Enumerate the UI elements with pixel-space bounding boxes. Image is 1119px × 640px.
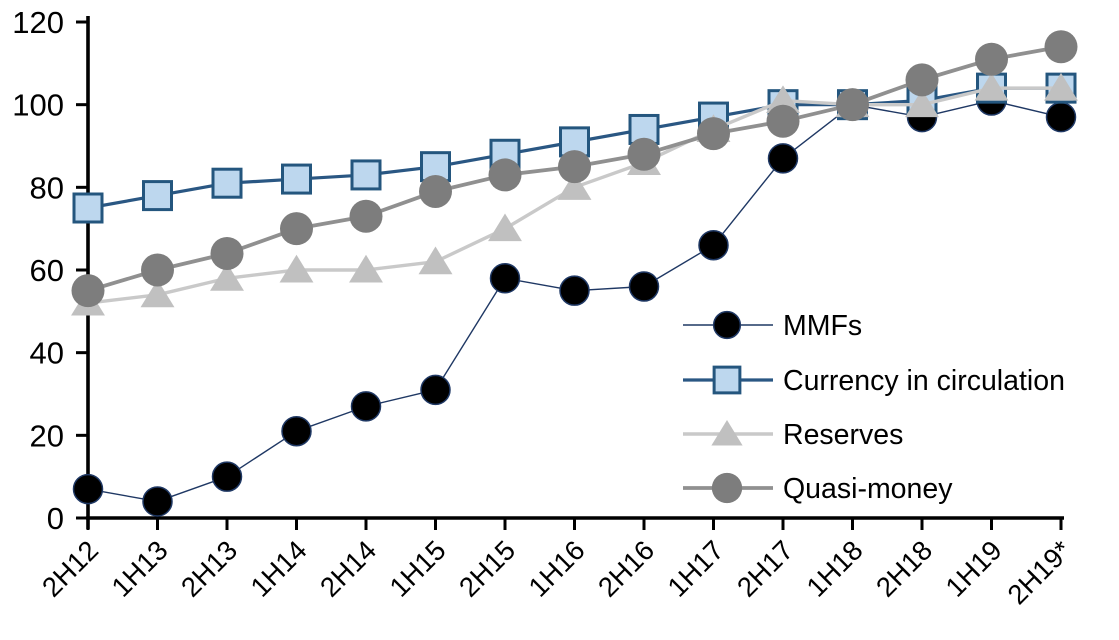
marker-quasi-money	[905, 63, 939, 97]
marker-quasi-money	[1044, 30, 1078, 64]
x-axis-tick-label: 1H18	[800, 534, 868, 602]
marker-reserves	[418, 246, 453, 275]
y-axis-tick-label: 120	[12, 5, 64, 40]
marker-mmfs	[559, 275, 590, 306]
marker-quasi-money	[558, 150, 591, 184]
marker-reserves	[974, 72, 1009, 101]
marker-mmfs	[350, 391, 382, 422]
y-axis-tick-label: 100	[12, 88, 64, 123]
marker-mmfs	[142, 486, 173, 517]
y-axis-tick-label: 60	[30, 253, 64, 288]
x-axis-tick-label: 1H15	[383, 534, 451, 602]
marker-mmfs	[767, 143, 799, 174]
legend-item-mmfs: MMFs	[683, 310, 862, 342]
x-axis-tick-label: 2H19*	[1001, 534, 1077, 610]
x-axis-tick-label: 2H15	[453, 534, 521, 602]
legend-item-reserves: Reserves	[683, 419, 903, 451]
marker-quasi-money	[627, 137, 661, 171]
legend-label: MMFs	[783, 310, 862, 342]
marker-currency-in-circulation	[142, 180, 173, 212]
marker-reserves	[140, 279, 175, 308]
marker-reserves	[488, 213, 522, 242]
marker-currency-in-circulation	[281, 163, 312, 195]
marker-currency-in-circulation	[211, 167, 243, 199]
marker-reserves	[279, 254, 314, 283]
marker-mmfs	[489, 263, 521, 294]
marker-mmfs	[72, 473, 104, 505]
legend-label: Reserves	[783, 419, 903, 451]
marker-quasi-money	[71, 274, 105, 308]
legend-marker-reserves	[711, 420, 743, 446]
marker-currency-in-circulation	[72, 192, 104, 224]
marker-mmfs	[420, 374, 451, 406]
y-axis-tick-label: 0	[47, 501, 64, 536]
marker-quasi-money	[280, 212, 313, 246]
marker-mmfs	[628, 271, 660, 302]
x-axis-tick-label: 1H14	[244, 534, 312, 602]
x-axis-tick-label: 1H16	[522, 534, 590, 602]
marker-reserves	[766, 85, 800, 114]
marker-quasi-money	[349, 199, 383, 233]
marker-mmfs	[1045, 101, 1077, 133]
marker-reserves	[210, 263, 244, 291]
legend-item-quasi-money: Quasi-money	[683, 472, 953, 505]
marker-quasi-money	[141, 253, 174, 287]
x-axis-tick-label: 2H12	[36, 534, 104, 602]
marker-quasi-money	[766, 104, 800, 138]
marker-reserves	[1044, 72, 1078, 101]
x-axis-tick-label: 2H14	[314, 534, 382, 602]
marker-reserves	[557, 172, 592, 200]
marker-quasi-money	[419, 174, 452, 208]
marker-reserves	[349, 254, 383, 283]
y-axis-tick-label: 40	[30, 336, 64, 371]
marker-quasi-money	[836, 88, 869, 122]
y-axis-tick-label: 20	[30, 418, 64, 453]
marker-quasi-money	[210, 236, 244, 270]
marker-mmfs	[211, 461, 243, 492]
marker-mmfs	[698, 229, 729, 261]
series-quasi-money	[71, 30, 1078, 308]
marker-mmfs	[281, 415, 312, 447]
x-axis-tick-label: 1H13	[105, 534, 173, 602]
y-axis-tick-label: 80	[30, 170, 64, 205]
x-axis-tick-label: 2H17	[731, 534, 799, 602]
marker-quasi-money	[697, 117, 730, 151]
marker-reserves	[905, 89, 939, 118]
legend-item-currency-in-circulation: Currency in circulation	[683, 365, 1065, 397]
legend-marker-currency-in-circulation	[712, 365, 742, 395]
legend-marker-quasi-money	[711, 472, 743, 504]
x-axis-tick-label: 2H13	[175, 534, 243, 602]
legend-label: Quasi-money	[783, 473, 953, 505]
series-mmfs	[72, 85, 1077, 517]
legend-label: Currency in circulation	[783, 365, 1065, 397]
x-axis-tick-label: 2H18	[870, 534, 938, 602]
legend-marker-mmfs	[712, 310, 742, 340]
marker-quasi-money	[488, 158, 522, 192]
marker-quasi-money	[975, 42, 1008, 76]
x-axis-tick-label: 1H19	[939, 534, 1007, 602]
x-axis-tick-label: 1H17	[661, 534, 729, 602]
marker-currency-in-circulation	[350, 159, 382, 191]
x-axis-tick-label: 2H16	[592, 534, 660, 602]
